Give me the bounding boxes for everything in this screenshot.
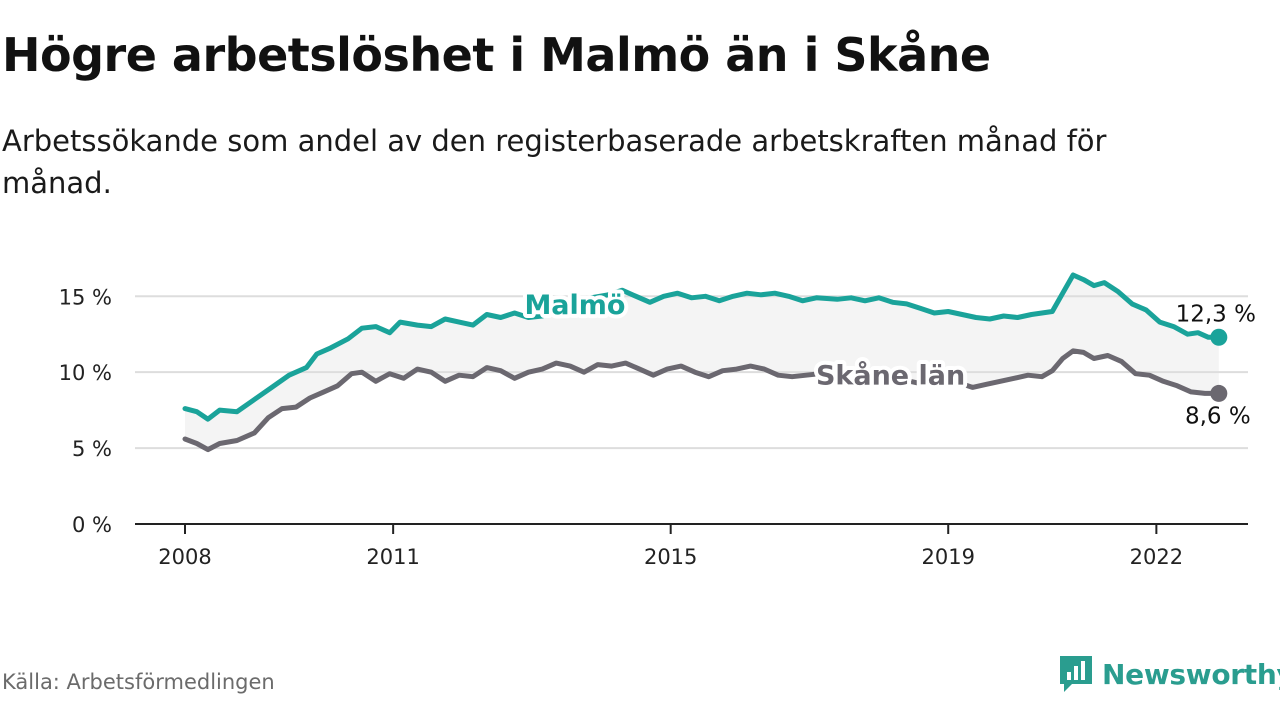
- series-label-malmo-halo: Malmö: [524, 290, 625, 321]
- x-tick-label: 2022: [1130, 545, 1183, 569]
- series-label-malmo: Malmö: [524, 290, 625, 321]
- source-note: Källa: Arbetsförmedlingen: [2, 670, 275, 694]
- series-label-skane: Skåne län: [816, 360, 965, 392]
- end-marker-skane: [1210, 384, 1228, 402]
- end-label-malmo: 12,3 %: [1176, 301, 1256, 327]
- brand-logo[interactable]: Newsworthy: [1058, 654, 1280, 694]
- series-line-malmo: [182, 272, 1222, 422]
- y-tick-label: 15 %: [59, 285, 112, 309]
- y-tick-label: 0 %: [72, 513, 112, 537]
- end-marker-malmo: [1210, 328, 1228, 346]
- x-tick-label: 2011: [366, 545, 419, 569]
- y-tick-label: 5 %: [72, 437, 112, 461]
- difference-band: [185, 275, 1219, 450]
- x-tick-label: 2019: [921, 545, 974, 569]
- page-title: Högre arbetslöshet i Malmö än i Skåne: [2, 28, 991, 82]
- x-tick-label: 2008: [158, 545, 211, 569]
- newsworthy-logo-icon: [1060, 656, 1092, 692]
- series-label-skane-halo: Skåne län: [816, 360, 965, 392]
- series-line-skane: [182, 348, 1222, 453]
- y-tick-label: 10 %: [59, 361, 112, 385]
- x-tick-label: 2015: [644, 545, 697, 569]
- brand-name: Newsworthy: [1102, 657, 1280, 691]
- end-label-skane: 8,6 %: [1185, 403, 1251, 429]
- page-subtitle: Arbetssökande som andel av den registerb…: [2, 124, 1107, 200]
